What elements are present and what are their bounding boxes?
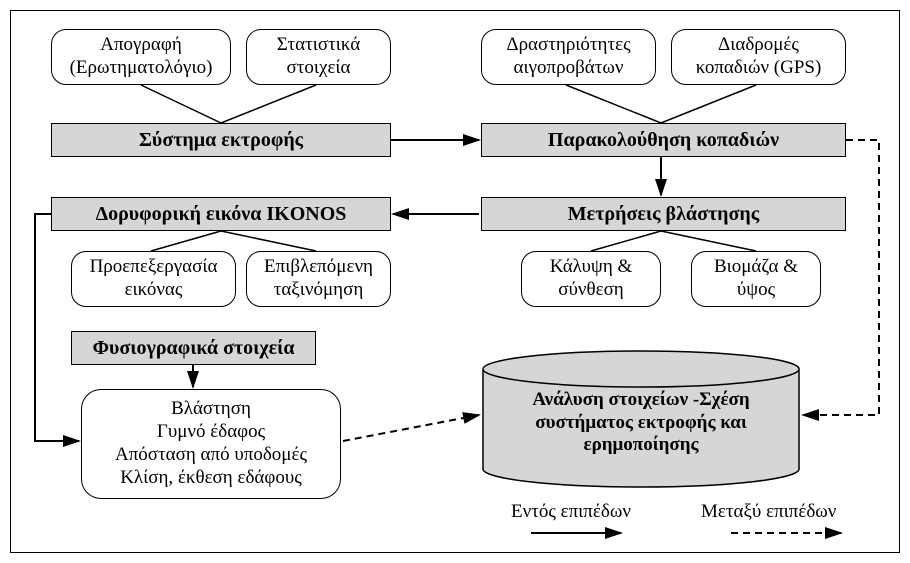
node-text: Βλάστηση [171,398,251,421]
cylinder-text: Ανάλυση στοιχείων -Σχέση συστήματος εκτρ… [481,381,801,465]
legend-between-label: Μεταξύ επιπέδων [701,501,836,523]
node-text: σύνθεση [558,279,624,302]
node-text: Κλίση, έκθεση εδάφους [120,467,302,490]
node-text: Βιομάζα & [714,256,798,279]
node-text: Ανάλυση στοιχείων -Σχέση [532,389,749,412]
bar-rearing-system: Σύστημα εκτροφής [51,123,391,157]
bar-physiographic: Φυσιογραφικά στοιχεία [71,331,316,365]
node-text: συστήματος εκτροφής και [535,412,746,435]
node-text: (Ερωτηματολόγιο) [70,57,213,80]
node-text: κοπαδιών (GPS) [696,57,822,80]
node-text: Επιβλεπόμενη [264,256,373,279]
node-physiographic-details: Βλάστηση Γυμνό έδαφος Απόσταση από υποδο… [81,389,341,499]
node-text: Απόσταση από υποδομές [115,444,307,467]
node-text: στοιχεία [287,57,351,80]
node-activities: Δραστηριότητες αιγοπροβάτων [481,29,656,85]
bar-label: Δορυφορική εικόνα IKONOS [96,202,347,226]
diagram-frame: Απογραφή (Ερωτηματολόγιο) Στατιστικά στο… [10,10,900,553]
legend-within-label: Εντός επιπέδων [511,501,631,523]
node-text: Προεπεξεργασία [90,256,218,279]
node-text: εικόνας [125,279,183,302]
bar-label: Σύστημα εκτροφής [139,128,303,152]
node-inventory: Απογραφή (Ερωτηματολόγιο) [51,29,231,85]
node-biomass-height: Βιομάζα & ύψος [691,251,821,307]
node-text: ερημοποίησης [583,434,698,457]
node-statistics: Στατιστικά στοιχεία [246,29,391,85]
bar-ikonos: Δορυφορική εικόνα IKONOS [51,197,391,231]
cylinder-analysis: Ανάλυση στοιχείων -Σχέση συστήματος εκτρ… [481,349,801,489]
bar-label: Παρακολούθηση κοπαδιών [548,128,779,152]
node-text: ύψος [737,279,775,302]
node-text: Διαδρομές [718,34,799,57]
bar-label: Μετρήσεις βλάστησης [568,202,759,226]
bar-vegetation-measurements: Μετρήσεις βλάστησης [481,197,846,231]
node-text: ταξινόμηση [274,279,364,302]
node-text: Δραστηριότητες [506,34,630,57]
node-routes: Διαδρομές κοπαδιών (GPS) [671,29,846,85]
node-text: Στατιστικά [277,34,360,57]
node-text: Απογραφή [100,34,182,57]
node-preprocessing: Προεπεξεργασία εικόνας [71,251,236,307]
bar-flock-monitoring: Παρακολούθηση κοπαδιών [481,123,846,157]
node-text: Κάλυψη & [550,256,633,279]
node-text: Γυμνό έδαφος [157,421,265,444]
node-cover-composition: Κάλυψη & σύνθεση [521,251,661,307]
bar-label: Φυσιογραφικά στοιχεία [92,336,294,360]
node-text: αιγοπροβάτων [514,57,624,80]
node-classification: Επιβλεπόμενη ταξινόμηση [246,251,391,307]
